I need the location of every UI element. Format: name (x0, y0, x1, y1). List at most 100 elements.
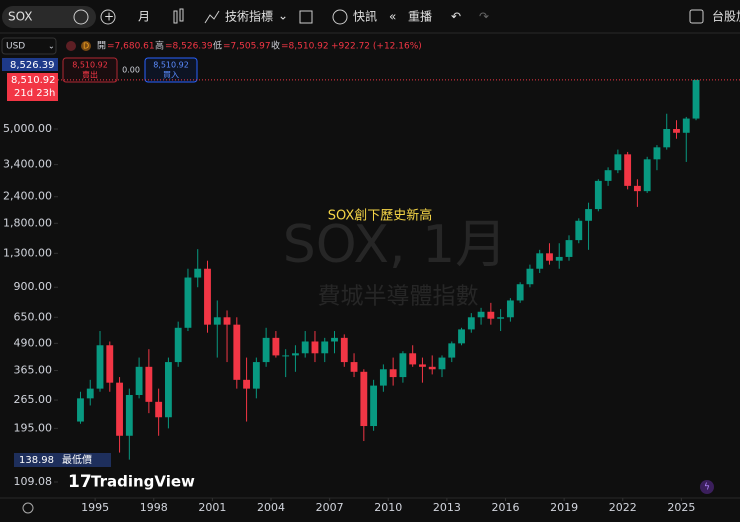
right-text[interactable]: 台股加 (712, 9, 740, 24)
replay-icon[interactable]: « (389, 10, 396, 24)
alert-icon[interactable] (332, 9, 348, 25)
redo[interactable]: ↷ (479, 10, 489, 24)
y-tick-label: 365.00 (14, 364, 53, 377)
candle (194, 249, 202, 288)
interval[interactable]: 月 (138, 10, 150, 24)
candle (409, 345, 417, 367)
delay-icon (81, 41, 91, 51)
candle (526, 264, 534, 288)
candle (116, 377, 123, 453)
candle (164, 357, 172, 429)
y-tick-label: 195.00 (14, 421, 53, 434)
candle-body (614, 154, 622, 171)
y-tick-label: 1,300.00 (3, 246, 52, 259)
candle-body (106, 345, 114, 383)
candle (536, 249, 544, 274)
watermark-subtitle: 費城半導體指數 (318, 284, 479, 310)
candle-body (409, 353, 417, 365)
currency-box[interactable] (1, 37, 57, 55)
candle-body (262, 337, 270, 363)
candle (331, 331, 338, 354)
candle (379, 364, 387, 392)
add-symbol[interactable] (100, 9, 116, 25)
candle-body (585, 209, 592, 221)
dropdown[interactable]: ⌄ (278, 9, 288, 23)
undo[interactable]: ↶ (451, 10, 461, 24)
watermark-title: SOX, 1月 (283, 215, 507, 275)
delay-letter: D (83, 42, 89, 51)
candle-body (164, 362, 172, 418)
candle (340, 334, 348, 367)
candle-body (653, 147, 661, 160)
candle-body (360, 371, 368, 427)
indicator-icon[interactable] (204, 10, 220, 24)
legend-change: +922.72 (+12.16%) (331, 42, 422, 52)
y-tick-label: 5,000.00 (3, 122, 52, 135)
chart-type-icon (179, 8, 184, 22)
y-tick-label: 3,400.00 (3, 158, 52, 171)
replay[interactable]: 重播 (408, 10, 432, 24)
candle-body (213, 317, 221, 325)
buy-label[interactable]: 買入 (163, 71, 179, 80)
candle (399, 351, 407, 383)
indicators[interactable]: 技術指標 (225, 9, 273, 24)
logo[interactable]: TradingView (91, 473, 195, 491)
candle-body (506, 300, 514, 318)
sell-price[interactable]: 8,510.92 (72, 61, 108, 70)
candle (673, 120, 680, 139)
symbol-search[interactable] (2, 6, 96, 28)
candle (321, 337, 329, 363)
candle (86, 379, 94, 406)
candle-body (223, 317, 231, 325)
lightning-icon[interactable] (700, 480, 714, 494)
candle (233, 317, 241, 389)
candle (419, 357, 426, 383)
x-tick-label: 2001 (198, 501, 226, 514)
candle (624, 151, 632, 190)
compare-icon[interactable] (73, 9, 89, 25)
candle (438, 355, 446, 378)
fullscreen[interactable] (689, 9, 704, 24)
layout-icon[interactable] (299, 10, 313, 24)
sell-button[interactable] (62, 57, 118, 83)
chart-type-icon[interactable] (173, 10, 178, 24)
candle-body (497, 317, 505, 319)
symbol[interactable]: SOX (8, 10, 33, 24)
candle (604, 167, 612, 186)
candle-body (340, 337, 348, 363)
candle-body (125, 394, 133, 436)
low-badge (14, 453, 111, 467)
candle (682, 116, 690, 162)
candle-body (184, 277, 192, 328)
candle (370, 379, 378, 431)
candle (106, 341, 114, 392)
candle (506, 298, 514, 322)
candle (204, 260, 211, 333)
candle-body (565, 240, 573, 257)
alerts[interactable]: 快訊 (353, 9, 377, 24)
candle (292, 345, 299, 372)
collapse-icon[interactable] (66, 41, 76, 51)
buy-price[interactable]: 8,510.92 (153, 61, 189, 70)
candle-body (252, 362, 260, 389)
candle-body (96, 345, 104, 389)
candle (467, 313, 475, 333)
low-badge-label: 最低價 (62, 453, 92, 466)
settings-icon[interactable] (22, 502, 34, 514)
candle-body (663, 129, 671, 148)
candle (96, 331, 104, 392)
candle-body (86, 388, 94, 399)
high-badge (2, 58, 58, 71)
plot (58, 79, 740, 460)
candle-body (272, 337, 280, 356)
candle (448, 341, 456, 363)
legend-value: =7,680.61 (107, 42, 155, 52)
ohlc-legend: 開 =7,680.61 高 =8,526.39 低 =7,505.97 收 =8,510.92… (97, 40, 422, 52)
currency[interactable]: USD (6, 42, 25, 52)
buy-button[interactable] (144, 57, 198, 83)
sell-label[interactable]: 賣出 (82, 70, 98, 80)
x-tick-label: 2010 (374, 501, 402, 514)
candle-body (633, 185, 641, 192)
candle-body (692, 79, 700, 119)
